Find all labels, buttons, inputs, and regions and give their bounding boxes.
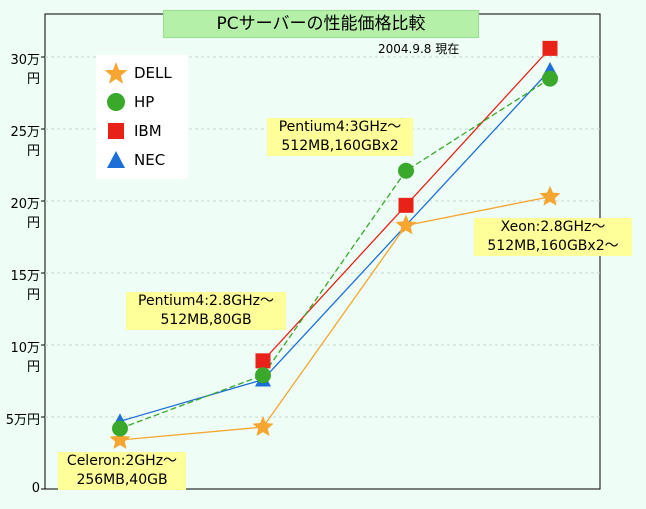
data-point-ibm <box>542 40 558 56</box>
y-tick-label: 0 <box>31 481 40 496</box>
y-tick-label: 15万円 <box>10 269 40 303</box>
legend-item-nec: NEC <box>96 146 188 174</box>
data-point-dell <box>395 214 417 235</box>
annotation-celeron-line1: Celeron:2GHz〜 <box>66 453 178 469</box>
series-line-dell <box>119 196 551 441</box>
y-tick-label: 25万円 <box>10 125 40 159</box>
legend: DELL HP IBM NEC <box>96 55 188 179</box>
data-point-hp <box>398 162 414 179</box>
annotation-celeron: Celeron:2GHz〜 256MB,40GB <box>58 452 186 490</box>
chart-title: PCサーバーの性能価格比較 <box>216 14 426 34</box>
data-point-dell <box>539 185 561 206</box>
annotation-pentium4-28-line2: 512MB,80GB <box>160 312 252 328</box>
triangle-icon <box>107 151 125 168</box>
legend-item-dell: DELL <box>96 59 188 87</box>
annotation-pentium4-3-line2: 512MB,160GBx2 <box>281 138 399 154</box>
annotation-xeon: Xeon:2.8GHz〜 512MB,160GBx2〜 <box>474 218 632 256</box>
annotation-celeron-line2: 256MB,40GB <box>76 472 168 488</box>
legend-label-ibm: IBM <box>134 122 162 140</box>
annotation-xeon-line2: 512MB,160GBx2〜 <box>487 238 619 254</box>
circle-icon <box>107 93 125 111</box>
series-line-hp <box>119 78 551 430</box>
y-tick-label: 20万円 <box>10 197 40 231</box>
square-icon <box>108 123 124 139</box>
legend-label-dell: DELL <box>134 64 172 82</box>
data-point-hp <box>112 420 128 437</box>
data-point-hp <box>542 70 558 87</box>
annotation-pentium4-3-line1: Pentium4:3GHz〜 <box>278 119 402 135</box>
chart-subtitle: 2004.9.8 現在 <box>378 42 460 56</box>
y-tick-label: 30万円 <box>10 53 40 87</box>
y-tick-label: 10万円 <box>10 341 40 375</box>
title-box <box>163 10 479 38</box>
data-point-ibm <box>255 353 271 369</box>
legend-label-nec: NEC <box>134 151 166 169</box>
y-tick-label: 5万円 <box>5 413 40 428</box>
annotation-pentium4-28-line1: Pentium4:2.8GHz〜 <box>138 293 274 309</box>
annotation-pentium4-3: Pentium4:3GHz〜 512MB,160GBx2 <box>267 118 413 156</box>
data-point-dell <box>109 429 131 449</box>
legend-item-ibm: IBM <box>96 117 188 145</box>
legend-item-hp: HP <box>96 88 188 116</box>
annotation-pentium4-28: Pentium4:2.8GHz〜 512MB,80GB <box>126 292 286 330</box>
star-icon <box>104 62 128 84</box>
data-point-hp <box>255 367 271 384</box>
annotation-xeon-line1: Xeon:2.8GHz〜 <box>500 219 606 235</box>
data-point-ibm <box>398 197 414 213</box>
data-point-dell <box>252 416 274 436</box>
legend-label-hp: HP <box>134 93 155 111</box>
